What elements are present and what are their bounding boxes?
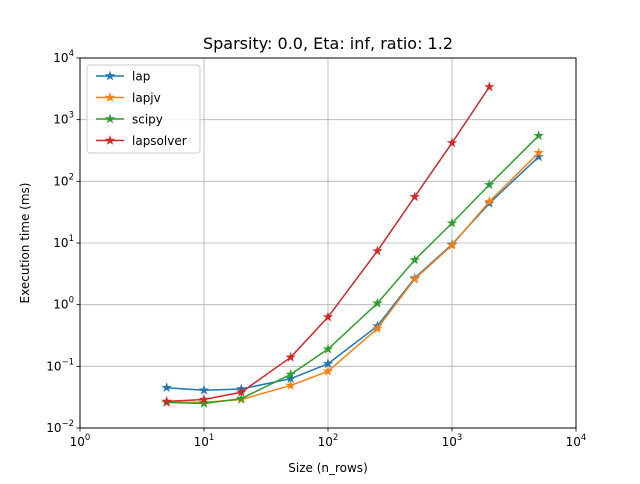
- y-tick-base: 10: [46, 359, 61, 373]
- x-tick-base: 10: [318, 435, 333, 449]
- legend-swatch-marker: [104, 113, 116, 124]
- y-tick-base: 10: [53, 113, 68, 127]
- legend-label: lapsolver: [132, 134, 187, 148]
- x-tick-label: 100: [70, 433, 91, 449]
- y-tick-exponent: 2: [69, 172, 74, 182]
- y-tick-label: 10−2: [46, 419, 74, 435]
- data-point-scipy: [484, 179, 495, 190]
- y-tick-label: 103: [53, 111, 74, 127]
- chart-title: Sparsity: 0.0, Eta: inf, ratio: 1.2: [203, 34, 453, 53]
- legend-label: scipy: [132, 113, 163, 127]
- x-tick-base: 10: [442, 435, 457, 449]
- y-tick-label: 104: [53, 49, 74, 65]
- data-point-scipy: [236, 393, 247, 404]
- legend-item-lap: lap: [96, 70, 150, 84]
- legend-swatch-marker: [104, 70, 116, 81]
- y-tick-label: 10−1: [46, 357, 74, 373]
- x-tick-exponent: 4: [581, 433, 586, 443]
- data-point-scipy: [285, 368, 296, 379]
- y-tick-base: 10: [53, 51, 68, 65]
- data-point-lap: [161, 382, 172, 393]
- y-axis-label: Execution time (ms): [18, 183, 32, 304]
- data-point-lapjv: [285, 379, 296, 390]
- x-tick-label: 104: [566, 433, 587, 449]
- data-point-scipy: [409, 254, 420, 265]
- data-point-lapsolver: [285, 351, 296, 362]
- y-tick-exponent: 0: [69, 296, 74, 306]
- legend-item-lapjv: lapjv: [96, 91, 161, 105]
- data-point-lapjv: [409, 273, 420, 284]
- data-point-lapsolver: [409, 191, 420, 202]
- data-point-lapjv: [372, 323, 383, 333]
- data-point-scipy: [533, 130, 544, 141]
- data-point-scipy: [322, 343, 334, 354]
- data-point-lapsolver: [198, 394, 210, 404]
- legend-label: lap: [132, 70, 150, 84]
- x-tick-exponent: 2: [333, 433, 338, 443]
- x-tick-label: 103: [442, 433, 463, 449]
- y-tick-exponent: −2: [61, 419, 74, 429]
- legend-item-lapsolver: lapsolver: [96, 134, 187, 148]
- data-point-scipy: [198, 397, 210, 408]
- data-point-scipy: [446, 217, 458, 228]
- y-tick-base: 10: [53, 174, 68, 188]
- legend-swatch-marker: [104, 92, 116, 102]
- data-point-lapjv: [484, 196, 495, 206]
- series-layer: [161, 81, 544, 408]
- x-axis-label: Size (n_rows): [288, 461, 368, 475]
- x-tick-base: 10: [70, 435, 85, 449]
- data-point-lapsolver: [322, 311, 334, 322]
- series-line-scipy: [166, 135, 540, 405]
- series-lapsolver: [161, 81, 495, 406]
- y-tick-exponent: 1: [69, 234, 74, 244]
- x-tick-base: 10: [194, 435, 209, 449]
- y-tick-exponent: −1: [61, 357, 74, 367]
- data-point-lap: [198, 384, 210, 395]
- data-point-lapjv: [322, 365, 334, 376]
- x-tick-exponent: 0: [85, 433, 90, 443]
- data-point-lapjv: [446, 239, 458, 250]
- legend-label: lapjv: [132, 91, 161, 105]
- data-point-lapsolver: [236, 386, 247, 397]
- legend-item-scipy: scipy: [96, 113, 163, 127]
- legend-box: [86, 64, 201, 154]
- data-point-lapjv: [533, 147, 544, 158]
- y-tick-label: 101: [53, 234, 74, 250]
- data-point-lapsolver: [484, 81, 495, 92]
- data-point-lapsolver: [161, 395, 172, 406]
- legend: lap lapjv scipy lapsolver: [86, 64, 201, 154]
- y-tick-base: 10: [53, 298, 68, 312]
- x-tick-label: 101: [194, 433, 215, 449]
- y-tick-base: 10: [53, 236, 68, 250]
- legend-swatch-marker: [104, 135, 116, 145]
- x-tick-label: 102: [318, 433, 339, 449]
- x-tick-exponent: 3: [457, 433, 462, 443]
- y-tick-base: 10: [46, 421, 61, 435]
- y-tick-label: 102: [53, 172, 74, 188]
- data-point-lapsolver: [446, 137, 458, 148]
- x-tick-base: 10: [566, 435, 581, 449]
- y-tick-label: 100: [53, 296, 74, 312]
- data-point-lap: [322, 358, 334, 369]
- y-tick-exponent: 3: [69, 111, 74, 121]
- data-point-scipy: [372, 297, 383, 308]
- x-tick-exponent: 1: [209, 433, 214, 443]
- data-point-lapsolver: [372, 245, 383, 256]
- y-tick-exponent: 4: [69, 49, 74, 59]
